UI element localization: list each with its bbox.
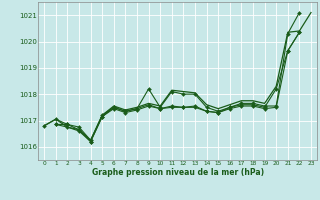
X-axis label: Graphe pression niveau de la mer (hPa): Graphe pression niveau de la mer (hPa) bbox=[92, 168, 264, 177]
